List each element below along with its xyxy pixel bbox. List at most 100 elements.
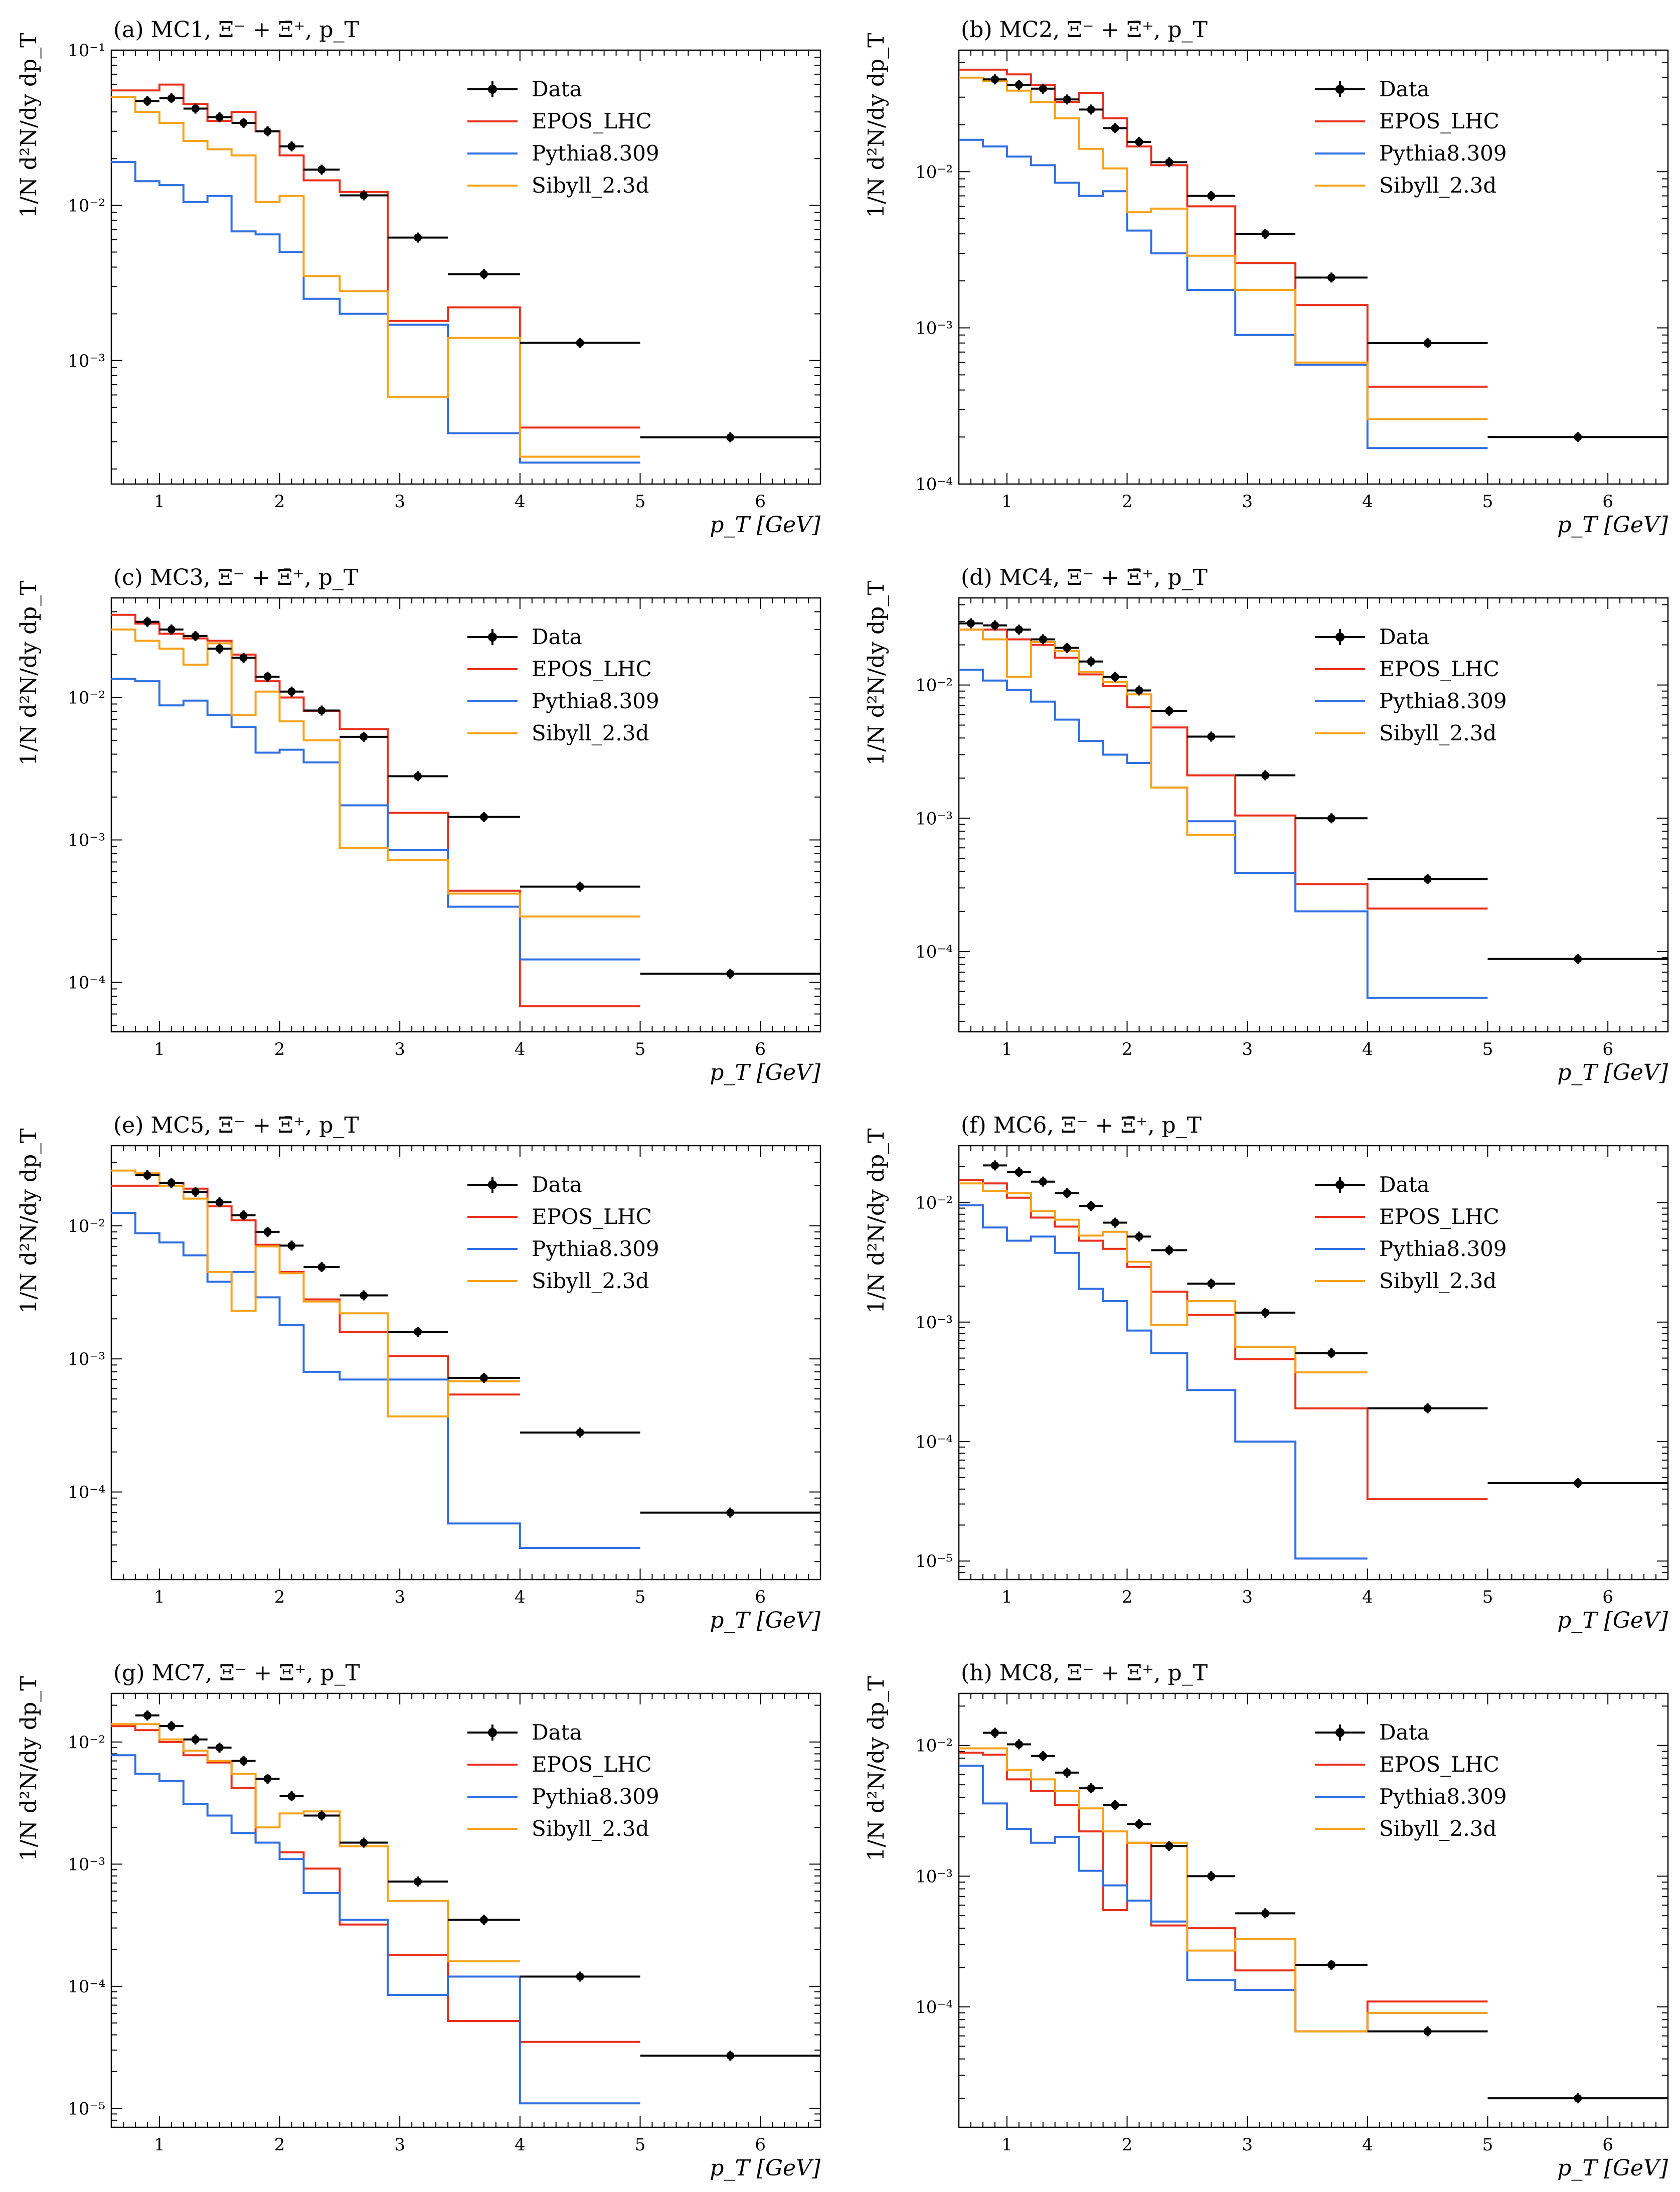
data-point: [143, 1711, 151, 1719]
chart-panel-3: (c) MC3, Ξ⁻ + Ξ̄⁺, p_T 10⁻⁴ 10⁻³ 10⁻² 1 2 3 4 5 6…: [16, 565, 821, 1085]
legend-label: EPOS_LHC: [532, 657, 652, 681]
data-point: [479, 813, 488, 821]
plot-frame: [110, 597, 821, 1033]
panel-title: (h) MC8, Ξ⁻ + Ξ̄⁺, p_T: [961, 1660, 1208, 1686]
y-tick-label: 10⁻⁴: [915, 1997, 953, 2017]
data-point: [726, 970, 735, 978]
legend-label: Sibyll_2.3d: [532, 1816, 649, 1841]
data-point: [143, 617, 151, 626]
data-point: [1063, 644, 1071, 652]
x-tick-label: 6: [755, 1039, 766, 1059]
y-axis-label: 1/N d²N/dy dp_T: [16, 580, 42, 765]
series-line-sibyll-2-3d: [959, 629, 1236, 836]
plot-frame: [958, 49, 1669, 485]
data-point: [143, 97, 151, 105]
y-axis-label: 1/N d²N/dy dp_T: [16, 33, 42, 218]
plot-area: [111, 83, 820, 464]
legend-label: Data: [1379, 77, 1430, 101]
data-point: [966, 619, 975, 628]
y-tick-label: 10⁻³: [915, 1866, 953, 1887]
x-tick-label: 3: [1242, 492, 1253, 512]
y-tick-label: 10⁻³: [915, 809, 953, 829]
x-tick-label: 5: [1482, 492, 1493, 512]
y-tick-label: 10⁻²: [915, 676, 953, 696]
data-point: [360, 1838, 368, 1847]
plot-frame: [110, 1145, 821, 1581]
y-axis-label: 1/N d²N/dy dp_T: [864, 33, 889, 218]
y-tick-label: 10⁻⁴: [68, 1483, 105, 1503]
data-point: [360, 1291, 368, 1300]
x-tick-label: 2: [274, 2135, 285, 2155]
plot-area: [111, 1169, 820, 1549]
x-tick-label: 1: [1001, 1587, 1013, 1607]
y-axis-label: 1/N d²N/dy dp_T: [16, 1676, 42, 1861]
x-tick-label: 6: [755, 492, 766, 512]
x-tick-label: 1: [154, 2135, 165, 2155]
legend-item: Sibyll_2.3d: [467, 1269, 649, 1293]
series-line-epos-lhc: [959, 1179, 1488, 1500]
data-point: [1327, 1349, 1335, 1357]
y-tick-label: 10⁻³: [68, 1854, 105, 1874]
y-tick-label: 10⁻²: [68, 1733, 105, 1753]
data-point: [1039, 1752, 1047, 1760]
data-point: [1135, 138, 1143, 146]
y-axis-label: 1/N d²N/dy dp_T: [864, 1676, 889, 1861]
legend-label: Pythia8.309: [1379, 1236, 1507, 1261]
legend-item: Data: [1315, 1172, 1430, 1197]
legend-label: EPOS_LHC: [532, 109, 652, 133]
data-point: [1327, 1961, 1335, 1969]
data-point: [1207, 732, 1216, 741]
legend-item: Pythia8.309: [1315, 1236, 1507, 1261]
legend-item: Pythia8.309: [467, 689, 659, 713]
legend-item: EPOS_LHC: [467, 109, 652, 133]
series-line-epos-lhc: [959, 1752, 1488, 2032]
x-tick-label: 6: [755, 2135, 766, 2155]
x-axis-label: p_T [GeV]: [1557, 1060, 1668, 1085]
data-point: [1015, 1740, 1023, 1749]
series-line-sibyll-2-3d: [111, 629, 640, 918]
data-point: [263, 1227, 272, 1236]
legend-item: Pythia8.309: [467, 1784, 659, 1809]
data-point: [143, 1171, 151, 1179]
data-point: [239, 654, 248, 662]
chart-panel-6: (f) MC6, Ξ⁻ + Ξ̄⁺, p_T 10⁻⁵ 10⁻⁴ 10⁻³ 10⁻² 1 2…: [864, 1113, 1669, 1633]
panel-title: (g) MC7, Ξ⁻ + Ξ̄⁺, p_T: [113, 1660, 360, 1686]
data-point: [317, 706, 326, 715]
legend-label: Pythia8.309: [1379, 689, 1507, 713]
data-point: [1015, 81, 1023, 89]
chart-panel-4: (d) MC4, Ξ⁻ + Ξ̄⁺, p_T 10⁻⁴ 10⁻³ 10⁻² 1 2 3 4 5 6…: [864, 565, 1669, 1085]
data-point: [1135, 1232, 1143, 1241]
data-point: [990, 75, 999, 84]
x-tick-label: 4: [1362, 2135, 1373, 2155]
data-point: [191, 1735, 200, 1744]
data-point: [317, 1263, 326, 1271]
legend-label: Pythia8.309: [532, 689, 659, 713]
legend-label: EPOS_LHC: [1379, 657, 1499, 681]
series-line-pythia8-309: [111, 1754, 640, 2105]
y-tick-label: 10⁻²: [68, 196, 105, 216]
x-tick-label: 4: [1362, 1587, 1373, 1607]
x-tick-label: 5: [1482, 1587, 1493, 1607]
y-tick-label: 10⁻³: [915, 319, 953, 339]
x-tick-label: 3: [1242, 2135, 1253, 2155]
series-line-pythia8-309: [111, 678, 640, 961]
series-line-sibyll-2-3d: [959, 76, 1488, 420]
legend-label: Pythia8.309: [532, 1236, 659, 1261]
data-point: [167, 625, 176, 634]
plot-frame: [958, 1692, 1669, 2128]
y-tick-label: 10⁻⁴: [915, 942, 953, 962]
x-tick-label: 5: [635, 492, 646, 512]
data-point: [990, 1729, 999, 1737]
legend-label: Data: [532, 1720, 582, 1745]
legend-label: EPOS_LHC: [1379, 1204, 1499, 1229]
legend-label: Pythia8.309: [1379, 141, 1507, 166]
data-point: [215, 113, 224, 121]
plot-frame: [110, 1692, 821, 2128]
data-point: [1574, 2094, 1582, 2103]
data-point: [479, 270, 488, 278]
data-point: [1111, 1801, 1119, 1809]
data-point: [263, 127, 272, 135]
data-point: [239, 118, 248, 127]
x-tick-label: 4: [515, 2135, 526, 2155]
data-point: [726, 1508, 735, 1517]
